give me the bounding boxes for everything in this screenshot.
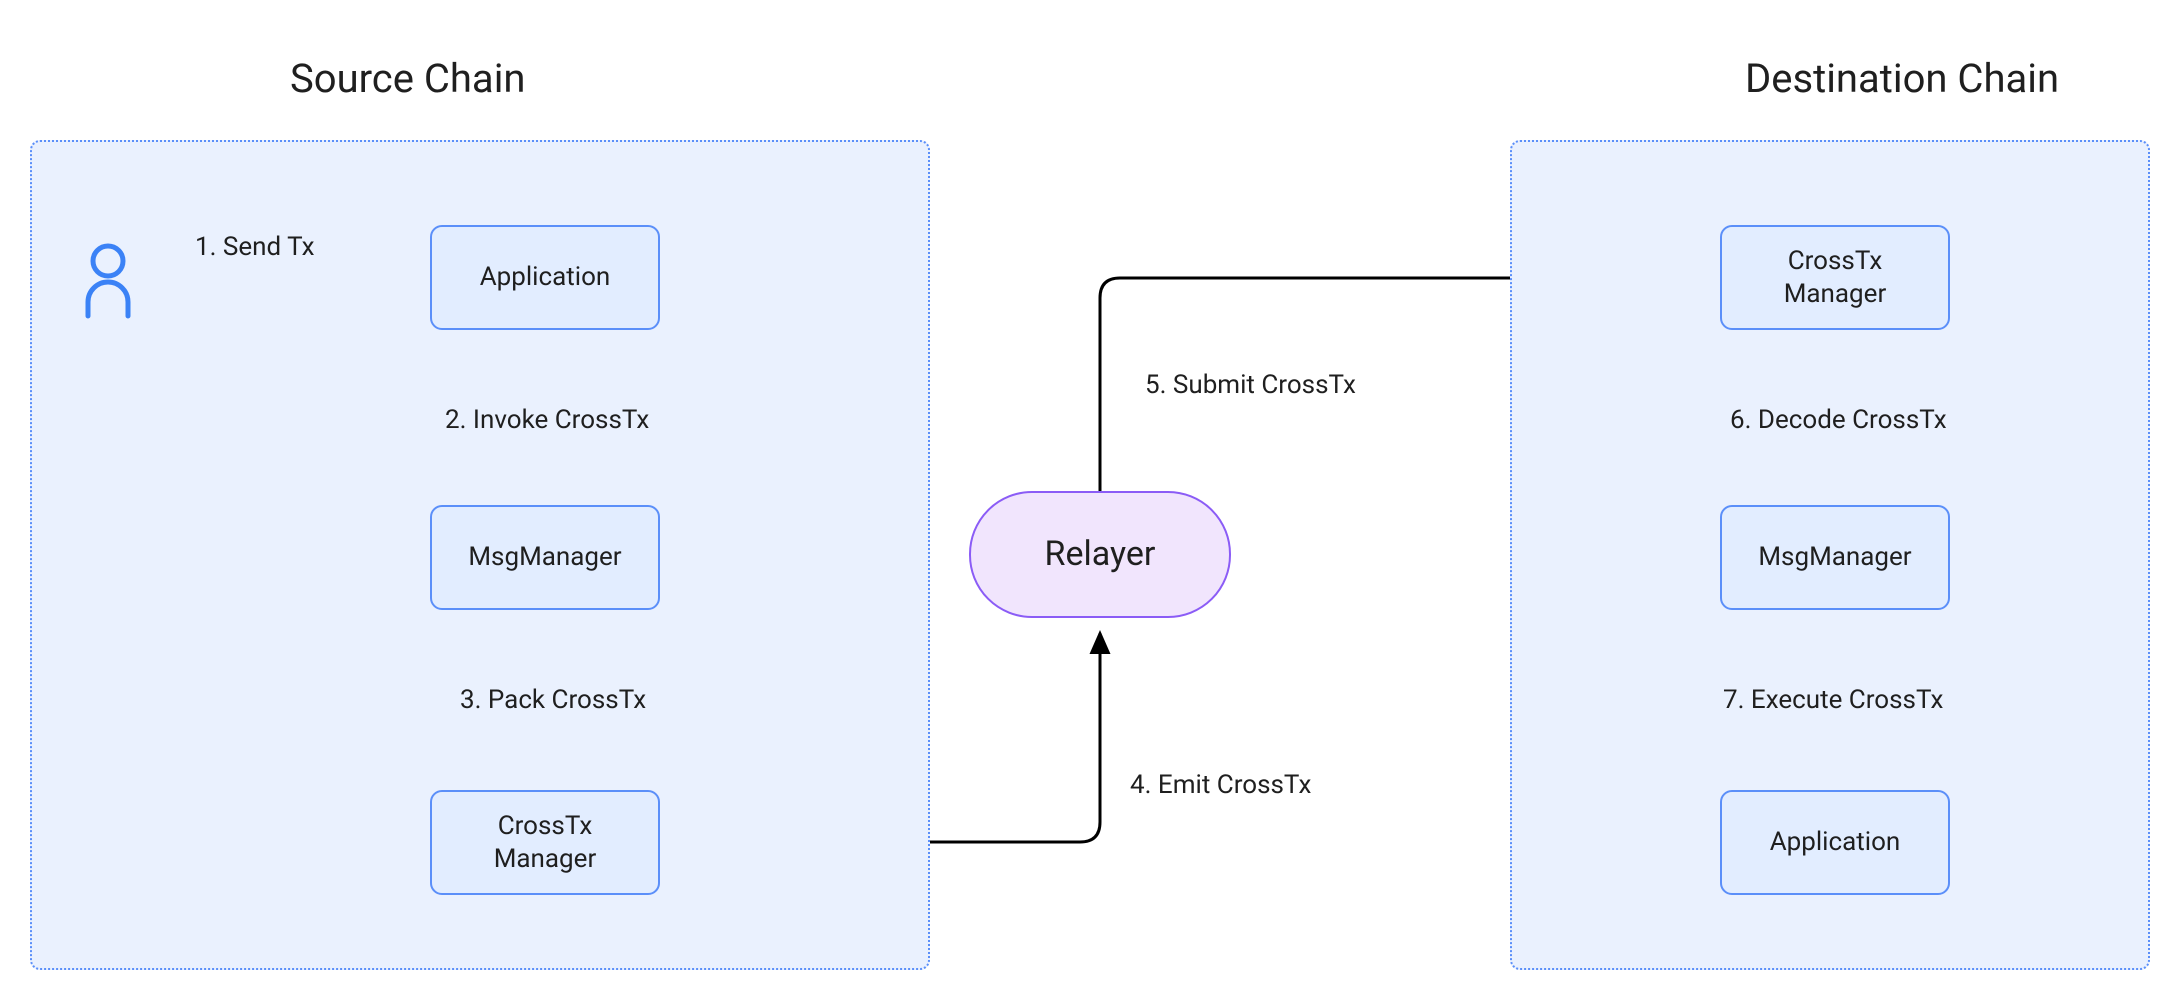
source-crosstxmanager-node: CrossTxManager [430,790,660,895]
user-icon [78,240,138,320]
dest-crosstxmanager-label: CrossTxManager [1784,245,1887,310]
dest-application-node: Application [1720,790,1950,895]
edge-label-decode-crosstx: 6. Decode CrossTx [1730,405,1947,435]
source-application-node: Application [430,225,660,330]
dest-crosstxmanager-node: CrossTxManager [1720,225,1950,330]
diagram-canvas: Source Chain Destination Chain Applicati… [0,0,2178,1008]
relayer-label: Relayer [1045,533,1156,576]
edge-label-invoke-crosstx: 2. Invoke CrossTx [445,405,649,435]
source-msgmanager-node: MsgManager [430,505,660,610]
source-chain-title: Source Chain [290,55,526,102]
relayer-node: Relayer [970,492,1230,617]
source-crosstxmanager-label: CrossTxManager [494,810,597,875]
source-msgmanager-label: MsgManager [468,541,621,574]
edge-label-submit-crosstx: 5. Submit CrossTx [1145,370,1356,400]
dest-msgmanager-label: MsgManager [1758,541,1911,574]
dest-application-label: Application [1770,826,1901,859]
edge-label-emit-crosstx: 4. Emit CrossTx [1130,770,1311,800]
edge-label-send-tx: 1. Send Tx [195,232,315,262]
dest-msgmanager-node: MsgManager [1720,505,1950,610]
edge-label-pack-crosstx: 3. Pack CrossTx [460,685,646,715]
destination-chain-title: Destination Chain [1745,55,2059,102]
edge-label-execute-crosstx: 7. Execute CrossTx [1723,685,1943,715]
source-application-label: Application [480,261,611,294]
